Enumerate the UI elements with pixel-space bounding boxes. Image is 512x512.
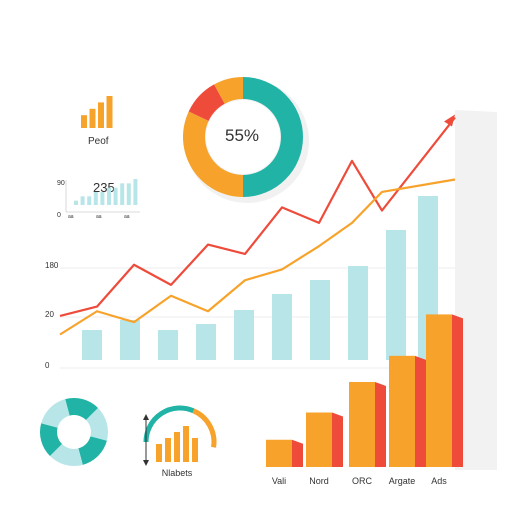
gauge-arc-orange — [192, 408, 217, 448]
donut-slice — [214, 77, 243, 104]
bar3d-front — [389, 355, 415, 467]
spark-bar — [107, 187, 111, 205]
donut-slice — [243, 77, 303, 197]
series-arrowhead — [444, 114, 455, 127]
bar3d-category-label: ORC — [352, 476, 373, 486]
bar3d-side — [375, 381, 386, 467]
spark-bar — [120, 183, 125, 205]
gauge-bar — [165, 438, 171, 462]
spark-bar — [133, 179, 138, 205]
bar3d-front — [426, 314, 452, 467]
sparkline-chart: 90 0 235 aa aa aa — [57, 179, 140, 220]
bar3d-category-label: Vali — [272, 476, 286, 486]
mini-bar — [98, 102, 104, 128]
small-donut-slice — [65, 397, 99, 420]
bar3d-front — [306, 412, 332, 467]
main-y-tick-0: 0 — [45, 361, 50, 370]
main-bar — [272, 294, 292, 360]
mini-bar-label: Peof — [88, 136, 109, 147]
spark-bar — [100, 192, 105, 205]
spark-y-tick-top: 90 — [57, 180, 65, 187]
bar3d-side — [292, 439, 303, 467]
main-series-line — [59, 116, 456, 317]
bar3d-category-label: Ads — [431, 476, 447, 486]
main-bar — [120, 320, 140, 360]
main-bar — [386, 230, 406, 360]
main-bar — [234, 310, 254, 360]
gauge-chart — [143, 405, 217, 466]
bar-chart-3d: Vali Nord ORC Argate Ads — [266, 314, 463, 486]
small-donut-slice — [86, 407, 108, 441]
spark-x-tick-3: aa — [124, 214, 130, 220]
mini-bar — [81, 115, 87, 128]
main-bar — [310, 280, 330, 360]
gauge-bar — [156, 444, 162, 462]
small-donut-slice — [49, 444, 83, 466]
bar3d-category-label: Nord — [309, 476, 329, 486]
small-donut-chart — [40, 397, 108, 466]
mini-bar — [89, 108, 96, 128]
spark-bar — [87, 196, 92, 205]
main-bar — [348, 266, 368, 360]
main-bar — [196, 324, 216, 360]
donut-slice — [183, 111, 243, 197]
bar3d-side — [415, 355, 426, 467]
bar3d-category-label: Argate — [389, 476, 416, 486]
gauge-arc-teal — [143, 405, 195, 443]
bar3d-front — [349, 381, 375, 467]
bar3d-front — [266, 439, 292, 467]
mini-bar — [106, 96, 113, 128]
main-series-line — [59, 178, 456, 336]
mini-bar-chart — [81, 96, 113, 128]
bar3d-side — [452, 314, 463, 467]
spark-y-tick-bottom: 0 — [57, 212, 61, 219]
donut-chart — [183, 77, 309, 203]
small-donut-slice — [78, 436, 107, 465]
donut-slice — [188, 84, 225, 121]
main-bar — [158, 330, 178, 360]
gauge-bar — [174, 432, 180, 462]
spark-bar — [80, 196, 85, 205]
spark-x-tick-2: aa — [96, 214, 102, 220]
small-donut-slice — [40, 423, 62, 457]
spark-bar — [126, 183, 131, 205]
spark-bar — [113, 187, 118, 205]
donut-center-label: 55% — [225, 126, 259, 145]
gauge-arrow-down — [143, 460, 149, 466]
bar3d-side — [332, 412, 343, 467]
gauge-label: Nlabets — [162, 468, 193, 478]
main-bar — [82, 330, 102, 360]
gauge-bar — [183, 426, 189, 462]
donut-hole — [206, 100, 280, 174]
gauge-arrow-up — [143, 414, 149, 420]
spark-bar — [74, 200, 78, 205]
panel-shadow — [455, 110, 497, 470]
main-y-tick-20: 20 — [45, 310, 54, 319]
main-y-tick-180: 180 — [45, 261, 59, 270]
gauge-bar — [192, 438, 198, 462]
spark-bar — [93, 192, 98, 205]
small-donut-slice — [41, 399, 70, 428]
spark-x-tick-1: aa — [68, 214, 74, 220]
